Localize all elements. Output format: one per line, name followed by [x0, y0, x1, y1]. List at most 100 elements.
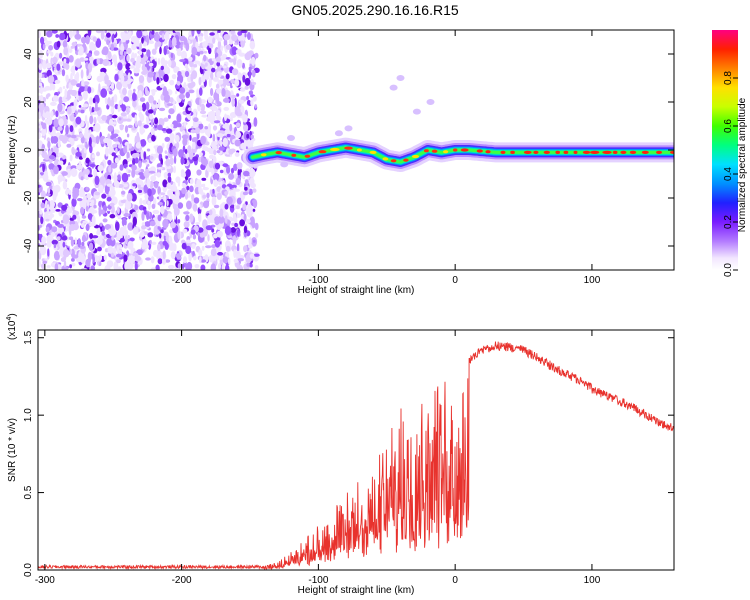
noise-speckle [170, 253, 176, 258]
noise-speckle [211, 67, 216, 73]
noise-speckle [89, 129, 92, 135]
ridge-wisp [287, 135, 295, 141]
noise-speckle [87, 86, 92, 94]
noise-speckle [41, 190, 46, 199]
noise-speckle [172, 181, 176, 191]
y-tick-label: 0 [23, 147, 34, 153]
noise-speckle [187, 107, 192, 111]
noise-speckle [235, 130, 240, 139]
noise-speckle [38, 88, 44, 93]
noise-speckle [38, 259, 41, 268]
noise-speckle [205, 225, 213, 231]
noise-speckle [216, 150, 221, 154]
noise-speckle [128, 143, 133, 149]
noise-speckle [101, 193, 107, 199]
noise-speckle [106, 183, 113, 187]
noise-speckle [130, 192, 137, 202]
noise-speckle [70, 72, 73, 82]
noise-speckle [42, 260, 48, 264]
noise-speckle [90, 265, 95, 270]
noise-speckle [169, 242, 175, 251]
noise-speckle [61, 135, 68, 144]
noise-speckle [150, 175, 157, 182]
noise-speckle [202, 194, 207, 199]
noise-speckle [113, 261, 119, 270]
noise-speckle [121, 190, 126, 195]
noise-speckle [149, 180, 154, 189]
noise-speckle [75, 151, 82, 157]
noise-speckle [235, 122, 241, 128]
noise-speckle [216, 94, 220, 105]
noise-speckle [61, 265, 69, 270]
snr-frame [37, 329, 675, 571]
noise-speckle [44, 154, 50, 161]
noise-speckle [78, 105, 82, 108]
noise-speckle [134, 255, 142, 262]
noise-speckle [223, 34, 231, 41]
noise-speckle [196, 30, 201, 35]
noise-speckle [57, 226, 64, 234]
noise-speckle [217, 30, 221, 33]
noise-speckle [204, 126, 209, 130]
noise-speckle [144, 221, 151, 227]
noise-speckle [222, 65, 227, 69]
noise-speckle [106, 238, 113, 247]
noise-speckle [199, 50, 204, 55]
noise-speckle [91, 154, 96, 159]
noise-speckle [236, 243, 240, 254]
colorbar: 0.0 0.2 0.4 0.6 0.8 Normalized spectral ampl… [712, 30, 748, 277]
noise-speckle [176, 141, 180, 149]
spectrogram-x-label: Height of straight line (km) [298, 285, 415, 296]
noise-speckle [82, 81, 90, 86]
noise-speckle [170, 221, 176, 229]
noise-speckle [103, 137, 110, 144]
ridge-peak [669, 150, 674, 154]
x-tick-label: -200 [172, 275, 192, 286]
noise-speckle [252, 239, 256, 243]
noise-speckle [100, 30, 105, 40]
noise-speckle [175, 134, 180, 143]
noise-speckle [114, 73, 119, 82]
noise-speckle [143, 184, 149, 194]
noise-speckle [106, 196, 112, 202]
noise-speckle [70, 89, 77, 97]
noise-speckle [198, 76, 202, 86]
noise-speckle [121, 104, 127, 112]
noise-speckle [193, 255, 197, 261]
ridge-wisp [344, 125, 353, 132]
noise-speckle [192, 250, 195, 257]
noise-speckle [198, 35, 203, 42]
noise-speckle [112, 144, 118, 148]
noise-speckle [164, 31, 170, 41]
noise-speckle [53, 165, 59, 175]
noise-speckle [206, 117, 211, 122]
noise-speckle [225, 44, 231, 50]
noise-speckle [172, 148, 178, 157]
noise-speckle [38, 184, 41, 188]
noise-speckle [249, 179, 252, 185]
noise-speckle [66, 143, 72, 148]
noise-speckle [75, 116, 82, 125]
noise-speckle [157, 167, 163, 170]
noise-speckle [131, 44, 137, 51]
noise-speckle [205, 70, 211, 76]
noise-speckle [58, 96, 63, 105]
noise-speckle [113, 172, 117, 182]
noise-speckle [59, 246, 63, 254]
noise-speckle [144, 168, 150, 178]
noise-speckle [222, 207, 226, 214]
noise-speckle [84, 172, 90, 181]
noise-speckle [38, 131, 41, 140]
noise-speckle [162, 86, 167, 95]
noise-speckle [62, 86, 66, 89]
noise-speckle [163, 117, 169, 122]
noise-speckle [124, 261, 130, 270]
noise-speckle [163, 231, 169, 237]
noise-speckle [141, 48, 147, 53]
noise-speckle [99, 222, 103, 227]
noise-speckle [45, 226, 50, 233]
noise-speckle [104, 74, 109, 83]
noise-speckle [149, 239, 152, 245]
noise-speckle [244, 179, 249, 186]
noise-speckle [184, 192, 189, 200]
